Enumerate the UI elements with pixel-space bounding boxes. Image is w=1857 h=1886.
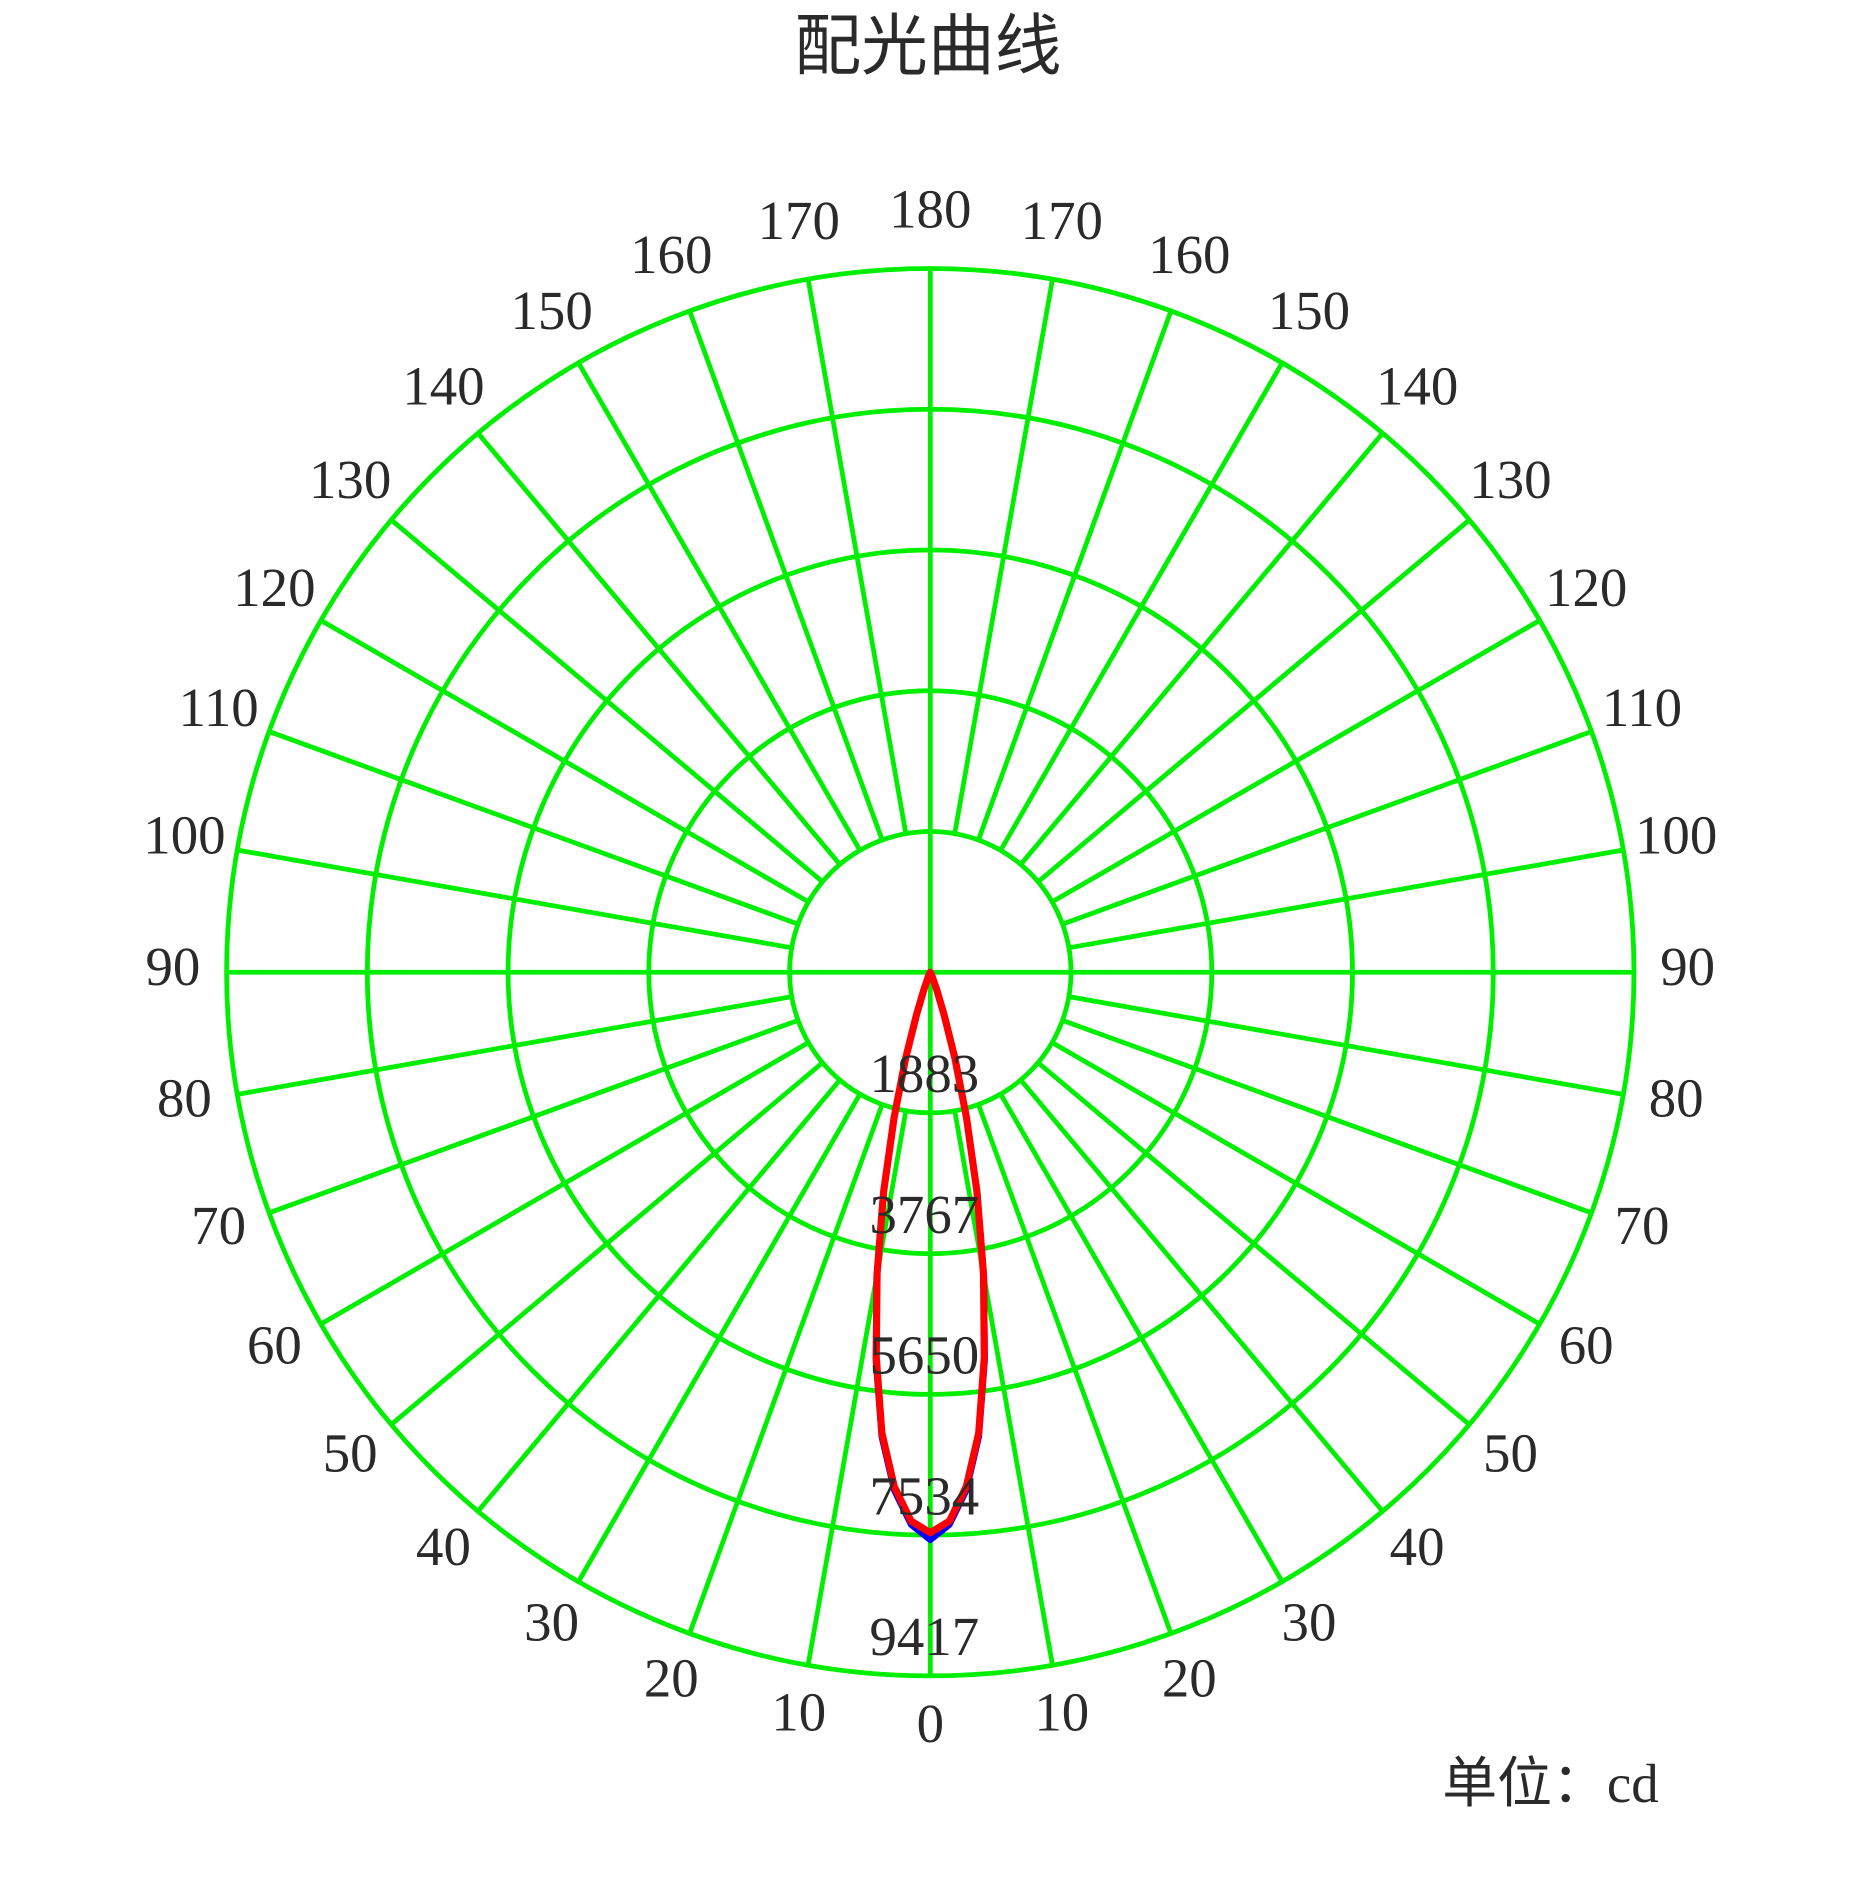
angle-label: 30 (1282, 1592, 1337, 1653)
angle-label: 40 (416, 1516, 471, 1577)
angle-label: 170 (1021, 190, 1103, 251)
angle-label: 110 (1602, 677, 1682, 738)
ring-label: 5650 (869, 1325, 979, 1386)
angle-label: 150 (510, 280, 592, 341)
angle-label: 70 (191, 1195, 246, 1256)
angle-label: 80 (157, 1067, 212, 1128)
angle-label: 130 (309, 449, 391, 510)
angle-label: 120 (1545, 557, 1627, 618)
angle-label: 150 (1268, 280, 1350, 341)
unit-label: 单位：cd (1442, 1753, 1658, 1814)
angle-label: 50 (1483, 1423, 1538, 1484)
angle-label: 160 (1148, 224, 1230, 285)
angle-label: 110 (178, 677, 258, 738)
angle-label: 90 (1660, 936, 1715, 997)
angle-label: 10 (1034, 1682, 1089, 1743)
angle-label: 30 (524, 1592, 579, 1653)
angle-label: 100 (143, 804, 225, 865)
angle-label: 70 (1615, 1195, 1670, 1256)
angle-label: 130 (1469, 449, 1551, 510)
ring-label: 9417 (869, 1606, 979, 1667)
angle-label: 60 (247, 1314, 302, 1375)
angle-label: 0 (917, 1693, 944, 1754)
angle-label: 160 (630, 224, 712, 285)
angle-label: 140 (1376, 356, 1458, 417)
ring-label: 3767 (869, 1184, 979, 1245)
angle-label: 90 (146, 936, 201, 997)
angle-label: 100 (1635, 804, 1717, 865)
angle-label: 180 (889, 178, 971, 239)
angle-label: 170 (758, 190, 840, 251)
ring-label: 7534 (869, 1465, 979, 1526)
angle-label: 10 (771, 1682, 826, 1743)
angle-label: 20 (644, 1647, 699, 1708)
angle-label: 40 (1390, 1516, 1445, 1577)
intensity-curve (872, 968, 988, 1537)
grid-ring (224, 266, 1637, 1679)
grid-ring (505, 547, 1355, 1397)
angle-label: 140 (402, 356, 484, 417)
grid-ring (646, 688, 1215, 1257)
angle-label: 80 (1649, 1067, 1704, 1128)
chart-title: 配光曲线 (794, 10, 1061, 84)
angle-label: 120 (233, 557, 315, 618)
grid-ring (787, 829, 1074, 1116)
angle-label: 20 (1162, 1647, 1217, 1708)
angle-label: 50 (323, 1423, 378, 1484)
ring-label: 1883 (869, 1043, 979, 1104)
angle-label: 60 (1559, 1314, 1614, 1375)
